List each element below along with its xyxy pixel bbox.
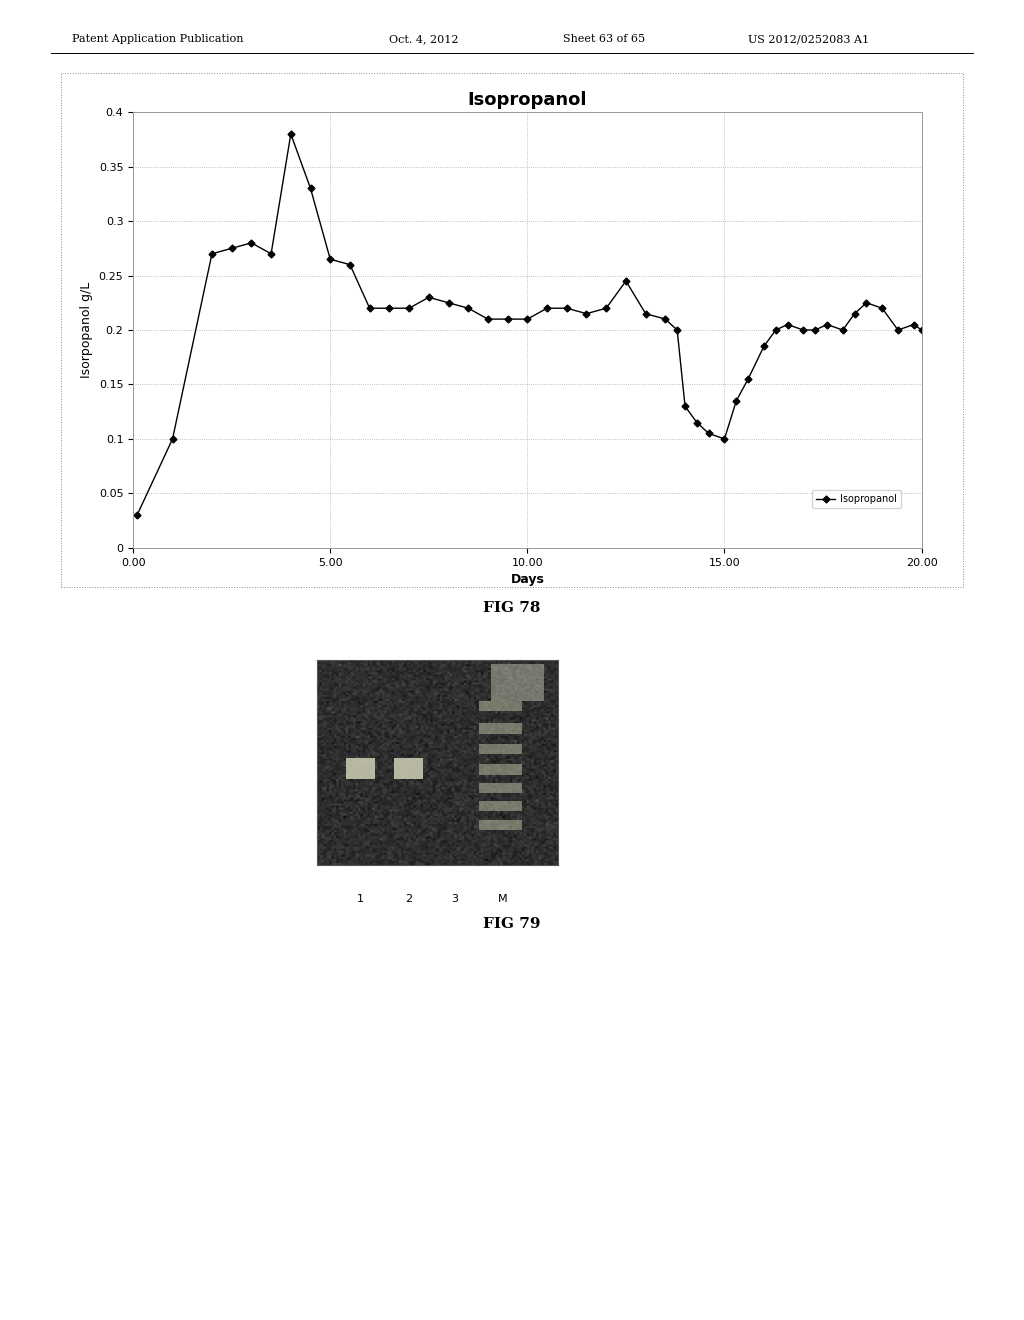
Bar	[478, 801, 522, 812]
Isopropanol	[742, 371, 755, 387]
Isopropanol	[860, 294, 872, 310]
Bar	[490, 664, 544, 701]
Isopropanol	[702, 425, 715, 441]
Isopropanol	[502, 312, 514, 327]
Bar	[346, 758, 375, 779]
Bar	[478, 723, 522, 734]
Isopropanol	[304, 181, 316, 197]
Isopropanol	[581, 306, 593, 322]
Isopropanol	[383, 301, 395, 317]
Isopropanol	[679, 399, 691, 414]
Isopropanol	[561, 301, 573, 317]
Text: Oct. 4, 2012: Oct. 4, 2012	[389, 34, 459, 45]
Text: 1: 1	[357, 894, 365, 904]
Isopropanol	[849, 306, 861, 322]
Text: M: M	[498, 894, 508, 904]
Y-axis label: Isorpopanol g/L: Isorpopanol g/L	[80, 282, 93, 378]
Text: US 2012/0252083 A1: US 2012/0252083 A1	[748, 34, 868, 45]
Bar	[478, 764, 522, 775]
Isopropanol	[907, 317, 920, 333]
Isopropanol	[462, 301, 474, 317]
Isopropanol	[770, 322, 782, 338]
Isopropanol	[423, 289, 435, 305]
Isopropanol	[730, 393, 742, 409]
Isopropanol	[877, 301, 889, 317]
Isopropanol	[719, 430, 731, 446]
Isopropanol	[521, 312, 534, 327]
Isopropanol	[809, 322, 821, 338]
Isopropanol	[541, 301, 553, 317]
Isopropanol	[892, 322, 904, 338]
Isopropanol	[837, 322, 849, 338]
Isopropanol	[403, 301, 416, 317]
Bar	[478, 701, 522, 711]
Isopropanol	[600, 301, 612, 317]
Isopropanol	[659, 312, 672, 327]
Isopropanol	[639, 306, 652, 322]
Text: Sheet 63 of 65: Sheet 63 of 65	[563, 34, 645, 45]
Isopropanol	[620, 273, 632, 289]
Isopropanol	[246, 235, 258, 251]
Bar	[478, 744, 522, 754]
Isopropanol	[671, 322, 683, 338]
Isopropanol	[206, 246, 218, 261]
Isopropanol	[781, 317, 794, 333]
Bar	[478, 820, 522, 830]
Isopropanol	[285, 127, 297, 143]
Isopropanol	[324, 251, 336, 267]
Isopropanol	[821, 317, 834, 333]
Isopropanol	[225, 240, 238, 256]
Text: FIG 78: FIG 78	[483, 601, 541, 615]
Isopropanol	[482, 312, 495, 327]
Isopropanol	[265, 246, 278, 261]
Bar	[394, 758, 423, 779]
Isopropanol	[915, 322, 928, 338]
Text: 3: 3	[452, 894, 458, 904]
Isopropanol	[442, 294, 455, 310]
Isopropanol	[691, 414, 703, 430]
Isopropanol	[364, 301, 376, 317]
Legend: Isopropanol: Isopropanol	[812, 490, 901, 508]
Isopropanol	[758, 338, 770, 354]
Text: FIG 79: FIG 79	[483, 917, 541, 932]
Text: 2: 2	[406, 894, 413, 904]
Isopropanol	[166, 430, 179, 446]
Text: Patent Application Publication: Patent Application Publication	[72, 34, 243, 45]
Isopropanol	[344, 256, 356, 273]
Isopropanol	[798, 322, 810, 338]
X-axis label: Days: Days	[510, 573, 545, 586]
Bar	[478, 783, 522, 793]
Title: Isopropanol: Isopropanol	[468, 91, 587, 110]
Line: Isopropanol: Isopropanol	[134, 132, 924, 517]
Isopropanol	[131, 507, 143, 523]
